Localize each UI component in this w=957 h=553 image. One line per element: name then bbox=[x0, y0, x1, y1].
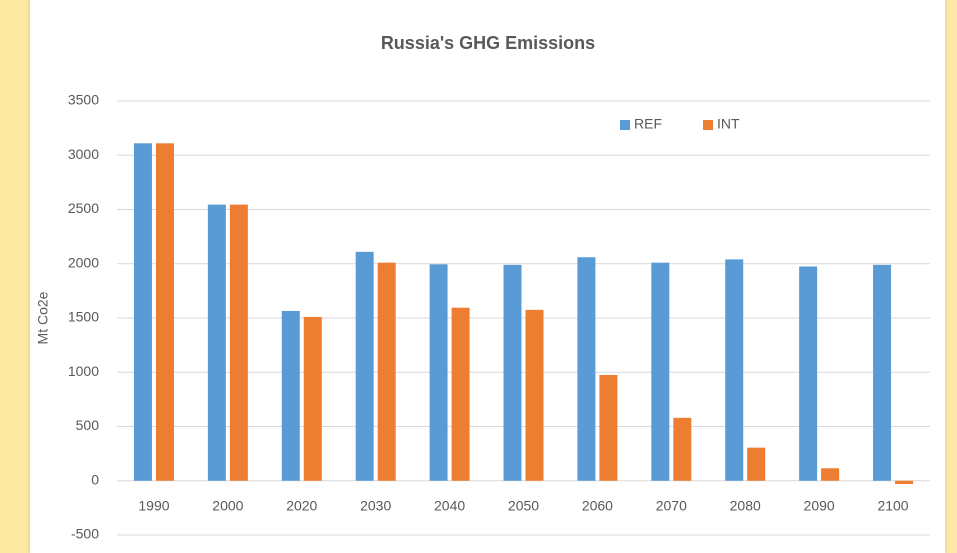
x-tick-label: 2060 bbox=[582, 497, 613, 513]
legend-label: INT bbox=[717, 116, 740, 132]
y-tick-label: 1000 bbox=[68, 363, 99, 379]
bar bbox=[747, 447, 766, 481]
bar bbox=[873, 264, 892, 481]
bar bbox=[377, 262, 396, 481]
bar bbox=[651, 262, 670, 481]
y-tick-label: 3000 bbox=[68, 146, 99, 162]
legend-label: REF bbox=[634, 116, 662, 132]
bar bbox=[429, 264, 448, 481]
bar bbox=[303, 316, 322, 481]
legend-swatch bbox=[620, 120, 630, 130]
bar bbox=[525, 309, 544, 481]
y-tick-label: 500 bbox=[76, 417, 100, 433]
bar bbox=[725, 259, 744, 481]
chart-panel bbox=[30, 0, 945, 553]
x-tick-label: 2000 bbox=[212, 497, 243, 513]
bar bbox=[229, 204, 248, 481]
y-tick-label: -500 bbox=[71, 526, 99, 542]
x-tick-label: 1990 bbox=[138, 497, 169, 513]
x-tick-label: 2070 bbox=[656, 497, 687, 513]
bar bbox=[133, 143, 152, 481]
bar bbox=[451, 307, 470, 481]
y-tick-label: 2500 bbox=[68, 200, 99, 216]
bar bbox=[673, 417, 692, 481]
bar bbox=[207, 204, 226, 481]
x-tick-label: 2020 bbox=[286, 497, 317, 513]
x-tick-label: 2050 bbox=[508, 497, 539, 513]
bar bbox=[577, 257, 596, 481]
y-tick-label: 2000 bbox=[68, 254, 99, 270]
x-tick-label: 2030 bbox=[360, 497, 391, 513]
chart-title: Russia's GHG Emissions bbox=[381, 33, 595, 53]
y-tick-label: 3500 bbox=[68, 92, 99, 108]
x-tick-label: 2090 bbox=[804, 497, 835, 513]
y-tick-label: 1500 bbox=[68, 309, 99, 325]
bar bbox=[503, 264, 522, 481]
x-tick-label: 2100 bbox=[877, 497, 908, 513]
x-tick-label: 2080 bbox=[730, 497, 761, 513]
x-tick-label: 2040 bbox=[434, 497, 465, 513]
legend-swatch bbox=[703, 120, 713, 130]
bar bbox=[355, 251, 374, 481]
bar bbox=[599, 374, 618, 481]
bar bbox=[821, 468, 840, 481]
bar bbox=[895, 480, 914, 485]
bar bbox=[799, 266, 818, 481]
bar bbox=[281, 310, 300, 481]
y-tick-label: 0 bbox=[91, 471, 99, 487]
y-axis-title: Mt Co2e bbox=[35, 291, 51, 344]
bar bbox=[155, 143, 174, 481]
